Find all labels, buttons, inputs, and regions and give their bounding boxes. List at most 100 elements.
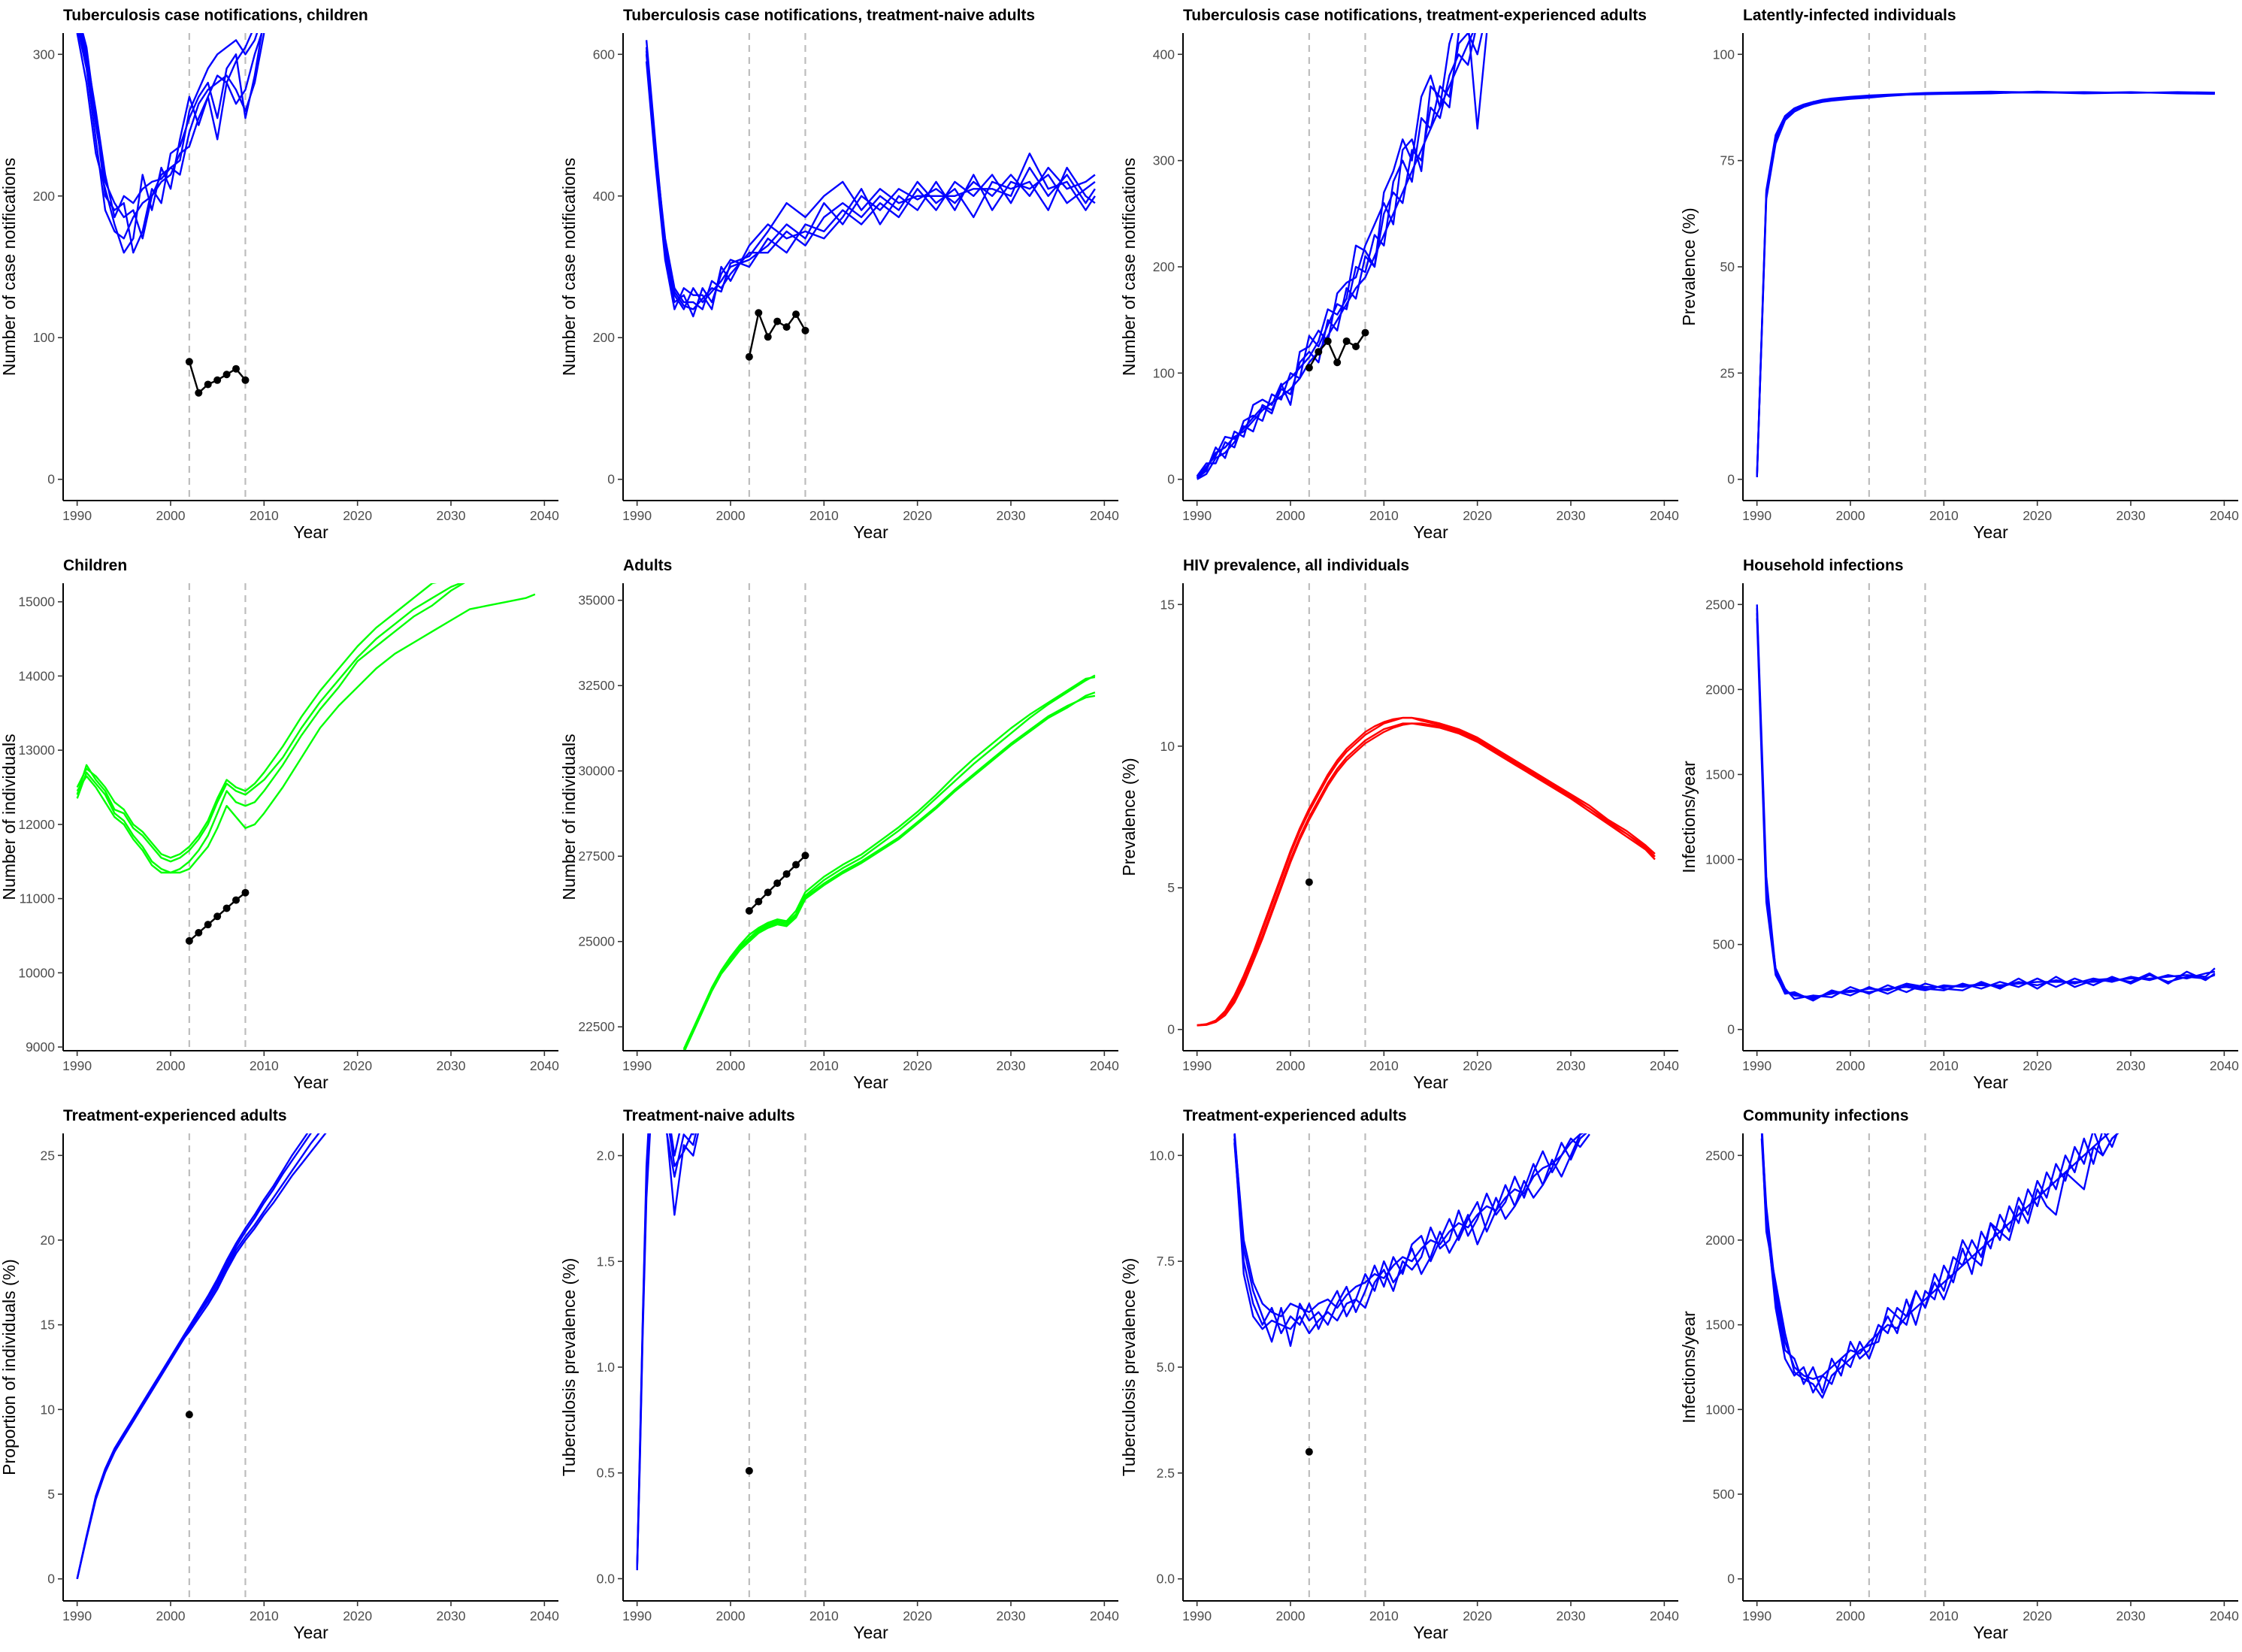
y-tick-label: 0: [47, 1572, 55, 1587]
series-line-5: [645, 50, 1096, 310]
observed-point: [204, 380, 212, 389]
y-tick-label: 2.0: [597, 1148, 616, 1163]
chart-panel-6: Adults 1990 2000 2010 2020 2030 2040 22500 25000…: [560, 557, 1119, 1092]
y-tick-label: 400: [1153, 47, 1175, 62]
x-tick-label: 2030: [2116, 508, 2146, 523]
x-tick-label: 2030: [1557, 1608, 1586, 1623]
y-tick-label: 300: [1153, 153, 1175, 168]
observed-point: [782, 870, 791, 878]
y-tick-label: 32500: [578, 678, 615, 693]
series-line-1: [1756, 92, 2215, 477]
x-tick-label: 2020: [2023, 1058, 2052, 1073]
x-tick-label: 2020: [903, 1058, 932, 1073]
panel-title: Treatment-experienced adults: [63, 1107, 287, 1124]
series-group: [1233, 1133, 1590, 1347]
y-tick-label: 25000: [578, 934, 615, 949]
y-axis-label: Number of case notifications: [560, 158, 579, 376]
y-tick-label: 15000: [18, 595, 55, 610]
series-line-3: [683, 691, 1096, 1051]
observed-point: [764, 888, 772, 897]
x-tick-label: 2010: [1369, 1608, 1399, 1623]
observed-point: [204, 921, 212, 929]
y-axis-label: Infections/year: [1680, 1311, 1699, 1424]
y-tick-label: 0: [1727, 1572, 1735, 1587]
x-tick-label: 2010: [1369, 508, 1399, 523]
series-line-4: [1197, 722, 1656, 1027]
series-line-3: [76, 1133, 327, 1579]
x-tick-label: 2020: [1463, 1608, 1492, 1623]
observed-point: [213, 376, 222, 384]
series-line-4: [1760, 1133, 2119, 1399]
series-line-3: [1756, 90, 2215, 477]
x-tick-label: 2000: [156, 1058, 186, 1073]
x-tick-label: 1990: [1742, 1058, 1772, 1073]
x-tick-label: 2000: [156, 1608, 186, 1623]
y-axis-label: Proportion of individuals (%): [0, 1259, 19, 1475]
x-axis-label: Year: [1413, 1073, 1448, 1092]
x-tick-label: 2000: [1836, 508, 1865, 523]
y-tick-label: 10: [1160, 739, 1175, 754]
x-axis-label: Year: [293, 522, 328, 542]
x-tick-label: 2030: [2116, 1608, 2146, 1623]
series-line-1: [1756, 604, 2216, 998]
y-tick-label: 2000: [1705, 1233, 1735, 1248]
series-line-2: [1197, 33, 1476, 480]
y-tick-label: 14000: [18, 668, 55, 683]
observed-point: [801, 852, 809, 860]
x-axis-label: Year: [1413, 1623, 1448, 1642]
y-tick-label: 11000: [20, 891, 56, 906]
series-group: [76, 33, 265, 254]
x-tick-label: 2010: [809, 508, 839, 523]
y-tick-label: 15: [1160, 597, 1175, 612]
y-tick-label: 25: [41, 1148, 55, 1163]
y-tick-label: 0.0: [597, 1571, 616, 1586]
y-axis-label: Number of individuals: [0, 734, 19, 900]
x-tick-label: 2000: [716, 1058, 746, 1073]
chart-panel-12: Community infections 1990 2000 2010 2020 2030…: [1680, 1107, 2239, 1642]
series-line-2: [645, 54, 1096, 318]
y-tick-label: 10: [41, 1402, 56, 1417]
x-tick-label: 2030: [997, 1608, 1026, 1623]
x-tick-label: 1990: [1742, 508, 1772, 523]
y-tick-label: 22500: [578, 1019, 615, 1034]
observed-point: [232, 365, 241, 373]
x-tick-label: 2040: [530, 1608, 559, 1623]
y-tick-label: 20: [41, 1233, 56, 1248]
y-tick-label: 100: [33, 330, 55, 345]
chart-panel-8: Household infections 1990 2000 2010 2020 2030…: [1680, 557, 2239, 1092]
series-line-4: [1233, 1133, 1590, 1335]
observed-point: [222, 904, 231, 912]
observed-point: [241, 888, 250, 897]
x-axis-label: Year: [293, 1623, 328, 1642]
panel-title: Tuberculosis case notifications, childre…: [63, 7, 368, 24]
chart-panel-5: Children 1990 2000 2010 2020 2030 2040 9000 1000…: [0, 557, 559, 1092]
y-tick-label: 30000: [578, 764, 615, 779]
x-tick-label: 2030: [437, 1058, 466, 1073]
observed-point: [755, 309, 763, 317]
chart-panel-1: Tuberculosis case notifications, childre…: [0, 7, 559, 542]
x-axis-label: Year: [1413, 522, 1448, 542]
x-tick-label: 1990: [622, 508, 652, 523]
series-group: [76, 1133, 327, 1579]
series-line-3: [1761, 1133, 2119, 1393]
x-axis-label: Year: [853, 522, 888, 542]
observed-point: [773, 879, 782, 888]
observed-point: [782, 323, 791, 331]
x-tick-label: 1990: [62, 1058, 92, 1073]
x-tick-label: 1990: [1182, 1608, 1212, 1623]
x-tick-label: 2000: [1276, 508, 1306, 523]
observed-point: [1333, 359, 1342, 367]
observed-point: [1305, 878, 1313, 886]
y-tick-label: 400: [593, 189, 615, 204]
x-tick-label: 2040: [1090, 508, 1119, 523]
observed-point: [745, 906, 753, 915]
chart-panel-10: Treatment-naive adults 1990 2000 2010 2020 20…: [560, 1107, 1119, 1642]
x-tick-label: 2020: [1463, 1058, 1492, 1073]
series-line-1: [1233, 1133, 1584, 1318]
y-tick-label: 35000: [578, 593, 615, 608]
series-line-2: [1197, 722, 1656, 1027]
series-group: [76, 583, 536, 874]
y-tick-label: 0: [47, 472, 55, 487]
observed-point: [1324, 337, 1332, 345]
y-tick-label: 200: [33, 189, 55, 204]
